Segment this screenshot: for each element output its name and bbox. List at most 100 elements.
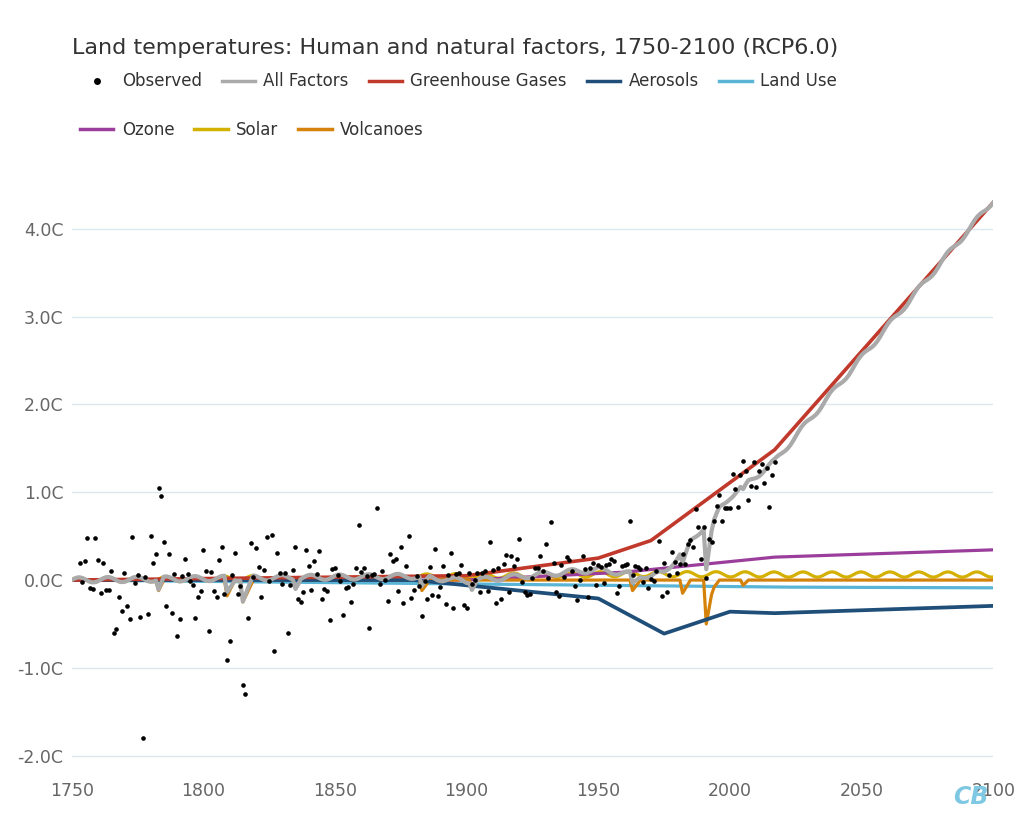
Point: [714, 514, 730, 528]
Point: [519, 589, 536, 602]
Point: [454, 558, 470, 571]
Point: [608, 586, 625, 599]
Point: [285, 563, 301, 576]
Point: [440, 568, 457, 582]
Point: [100, 584, 117, 597]
Point: [206, 584, 222, 598]
Point: [179, 568, 196, 581]
Point: [447, 567, 464, 580]
Point: [400, 529, 417, 543]
Point: [216, 587, 232, 600]
Point: [511, 533, 527, 546]
Point: [658, 585, 675, 599]
Point: [422, 560, 438, 573]
Point: [203, 565, 219, 579]
Point: [761, 500, 777, 513]
Point: [280, 626, 296, 640]
Point: [764, 468, 780, 482]
Point: [327, 562, 343, 575]
Point: [380, 594, 396, 607]
Point: [532, 549, 549, 563]
Point: [92, 586, 109, 599]
Point: [208, 591, 224, 604]
Point: [506, 559, 522, 573]
Point: [682, 533, 698, 546]
Point: [169, 630, 185, 643]
Point: [74, 575, 90, 589]
Point: [263, 528, 280, 542]
Point: [630, 560, 646, 573]
Point: [553, 558, 569, 572]
Point: [409, 569, 425, 583]
Point: [187, 611, 204, 624]
Point: [306, 554, 323, 568]
Point: [590, 558, 606, 572]
Point: [551, 589, 567, 603]
Point: [414, 609, 430, 623]
Point: [127, 577, 143, 590]
Point: [546, 557, 562, 570]
Point: [709, 499, 725, 512]
Point: [145, 557, 162, 570]
Point: [548, 586, 564, 599]
Point: [325, 562, 341, 575]
Point: [616, 558, 633, 572]
Point: [543, 515, 559, 528]
Point: [335, 608, 351, 621]
Point: [372, 578, 388, 591]
Point: [156, 535, 172, 548]
Point: [653, 589, 670, 603]
Point: [677, 558, 693, 571]
Point: [77, 554, 93, 568]
Point: [90, 553, 106, 566]
Point: [261, 574, 278, 588]
Point: [479, 584, 496, 598]
Point: [745, 456, 762, 469]
Point: [740, 493, 757, 507]
Point: [303, 583, 319, 596]
Point: [95, 556, 112, 569]
Point: [290, 592, 306, 605]
Point: [350, 518, 367, 532]
Point: [640, 581, 656, 594]
Point: [445, 602, 462, 615]
Point: [456, 599, 472, 612]
Point: [664, 545, 680, 558]
Point: [142, 529, 159, 543]
Point: [496, 558, 512, 571]
Point: [403, 591, 420, 604]
Point: [395, 596, 412, 609]
Point: [382, 548, 398, 561]
Point: [735, 455, 752, 468]
Point: [337, 581, 353, 594]
Point: [87, 531, 103, 544]
Point: [680, 538, 696, 551]
Point: [469, 567, 485, 580]
Point: [501, 585, 517, 599]
Point: [527, 562, 544, 575]
Point: [164, 606, 180, 619]
Point: [754, 457, 770, 471]
Point: [459, 602, 475, 615]
Point: [535, 565, 551, 579]
Point: [613, 559, 630, 573]
Point: [124, 530, 140, 543]
Point: [529, 561, 546, 574]
Point: [369, 502, 385, 515]
Point: [724, 467, 740, 481]
Text: CB: CB: [952, 785, 988, 809]
Point: [435, 558, 452, 572]
Point: [151, 482, 167, 495]
Text: Land temperatures: Human and natural factors, 1750-2100 (RCP6.0): Land temperatures: Human and natural fac…: [72, 38, 838, 58]
Point: [85, 583, 101, 596]
Point: [248, 541, 264, 554]
Point: [322, 613, 338, 626]
Point: [288, 541, 304, 554]
Point: [737, 464, 754, 477]
Point: [103, 564, 120, 578]
Point: [177, 553, 194, 566]
Point: [330, 568, 346, 581]
Point: [82, 582, 98, 595]
Point: [580, 590, 596, 604]
Point: [367, 568, 383, 581]
